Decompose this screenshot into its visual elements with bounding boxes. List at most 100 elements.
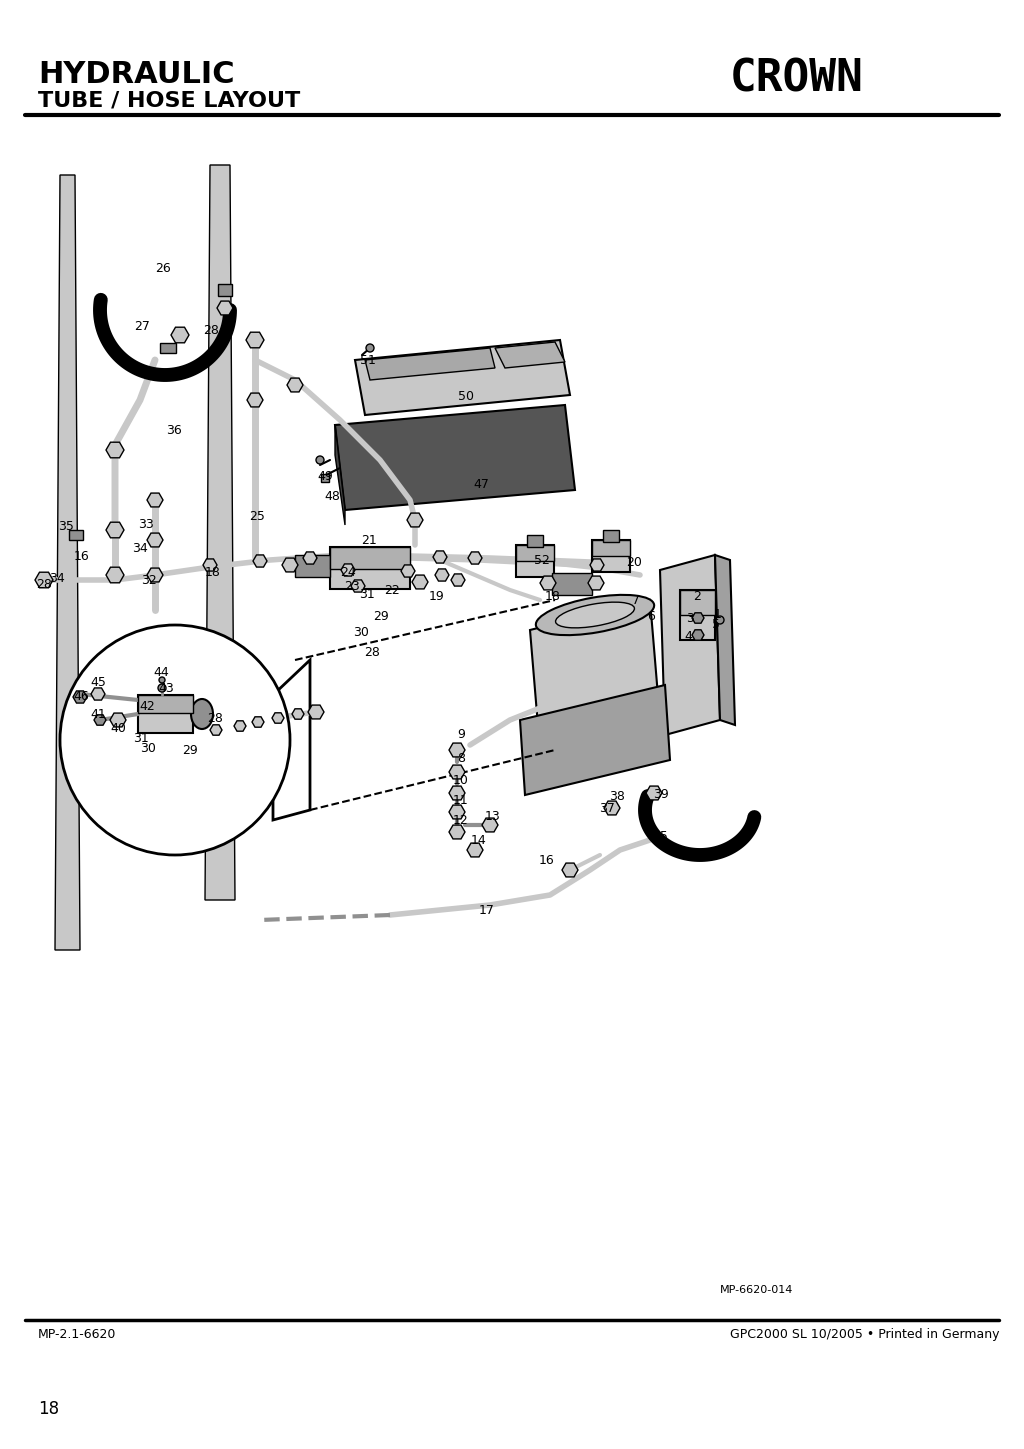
Circle shape: [366, 343, 374, 352]
Polygon shape: [335, 406, 575, 510]
Text: 20: 20: [626, 556, 642, 569]
Polygon shape: [35, 572, 53, 588]
Text: 37: 37: [599, 803, 615, 816]
Polygon shape: [351, 580, 365, 593]
Bar: [680, 590, 715, 640]
Ellipse shape: [556, 603, 635, 627]
Bar: [603, 530, 618, 542]
Polygon shape: [91, 688, 105, 700]
Bar: [218, 284, 232, 296]
Text: 23: 23: [344, 581, 359, 594]
Text: 21: 21: [361, 533, 377, 546]
Polygon shape: [73, 691, 87, 703]
Text: 52: 52: [535, 555, 550, 568]
Text: 30: 30: [353, 626, 369, 639]
Text: 22: 22: [384, 584, 400, 597]
Circle shape: [60, 625, 290, 855]
Text: 29: 29: [373, 610, 389, 623]
Polygon shape: [282, 558, 298, 572]
Polygon shape: [303, 552, 317, 564]
Text: 2: 2: [693, 590, 701, 603]
Bar: [527, 535, 543, 548]
Text: 16: 16: [74, 549, 90, 562]
Text: 36: 36: [166, 425, 182, 438]
Text: 32: 32: [141, 574, 157, 587]
Text: 1: 1: [714, 607, 722, 620]
Text: 8: 8: [457, 752, 465, 765]
Text: 47: 47: [473, 478, 488, 491]
Polygon shape: [353, 551, 367, 562]
Text: 16: 16: [539, 853, 555, 867]
Polygon shape: [341, 564, 355, 577]
Polygon shape: [468, 552, 482, 564]
Text: 46: 46: [73, 690, 89, 703]
Polygon shape: [562, 864, 578, 877]
Text: 19: 19: [429, 591, 444, 603]
Text: 6: 6: [647, 610, 655, 623]
Text: 5: 5: [712, 617, 720, 630]
Polygon shape: [449, 743, 465, 756]
Polygon shape: [365, 348, 495, 380]
Text: 26: 26: [155, 261, 171, 274]
Polygon shape: [540, 577, 556, 590]
Text: 48: 48: [324, 490, 340, 503]
Polygon shape: [530, 600, 660, 751]
Polygon shape: [94, 714, 106, 724]
Polygon shape: [435, 569, 449, 581]
Text: 38: 38: [609, 790, 625, 803]
Text: 12: 12: [454, 813, 469, 826]
Bar: [592, 540, 630, 572]
Polygon shape: [646, 785, 662, 800]
Bar: [680, 590, 715, 614]
Text: 30: 30: [140, 742, 156, 755]
Polygon shape: [449, 824, 465, 839]
Polygon shape: [401, 565, 415, 577]
Circle shape: [316, 456, 324, 464]
Bar: [69, 530, 83, 540]
Circle shape: [716, 616, 724, 625]
Polygon shape: [393, 551, 407, 562]
Polygon shape: [110, 713, 126, 727]
Text: GPC2000 SL 10/2005 • Printed in Germany: GPC2000 SL 10/2005 • Printed in Germany: [729, 1327, 999, 1340]
Bar: [330, 548, 410, 588]
Text: 28: 28: [36, 578, 52, 591]
Text: 7: 7: [632, 594, 640, 607]
Text: 51: 51: [360, 355, 376, 368]
Polygon shape: [55, 175, 80, 951]
Polygon shape: [692, 613, 705, 623]
Polygon shape: [520, 685, 670, 796]
Text: 25: 25: [249, 510, 265, 523]
Bar: [160, 343, 176, 354]
Text: 28: 28: [207, 711, 223, 724]
Polygon shape: [449, 806, 465, 819]
Circle shape: [158, 684, 166, 693]
Polygon shape: [147, 493, 163, 507]
Text: 29: 29: [182, 745, 198, 758]
Polygon shape: [412, 575, 428, 588]
Text: 34: 34: [132, 542, 147, 555]
Text: 49: 49: [317, 469, 333, 483]
Polygon shape: [495, 342, 565, 368]
Text: 14: 14: [471, 835, 486, 848]
Text: 4: 4: [684, 629, 692, 642]
Text: 10: 10: [453, 774, 469, 787]
Text: 28: 28: [365, 646, 380, 659]
Polygon shape: [147, 533, 163, 546]
Circle shape: [159, 677, 165, 682]
Text: 44: 44: [154, 665, 169, 678]
Polygon shape: [308, 706, 324, 719]
Bar: [138, 696, 193, 733]
Polygon shape: [355, 341, 570, 414]
Text: 34: 34: [49, 571, 65, 584]
Polygon shape: [205, 165, 234, 900]
Polygon shape: [253, 555, 267, 567]
Polygon shape: [335, 425, 345, 525]
Polygon shape: [273, 659, 310, 820]
Polygon shape: [272, 713, 284, 723]
Polygon shape: [171, 327, 189, 343]
Text: 28: 28: [203, 323, 219, 336]
Polygon shape: [451, 574, 465, 585]
Text: 18: 18: [545, 590, 561, 603]
Polygon shape: [246, 332, 264, 348]
Polygon shape: [467, 843, 483, 856]
